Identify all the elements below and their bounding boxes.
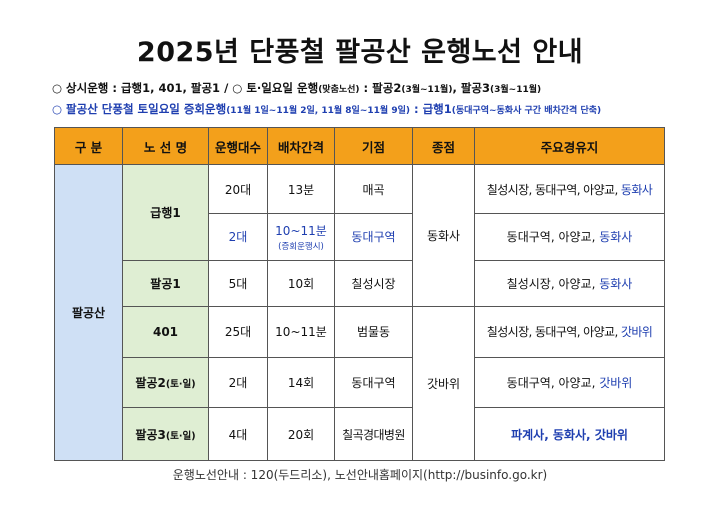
header-category: 구 분: [54, 126, 123, 166]
header-via: 주요경유지: [474, 126, 665, 166]
notice-autumn-extra-service: ○ 팔공산 단풍철 토일요일 증회운행(11월 1일~11월 2일, 11월 8…: [52, 102, 602, 116]
header-route-name: 노 선 명: [122, 126, 209, 166]
weekend-route-a-period: (3월~11월): [401, 85, 453, 95]
table-row: 팔공3(토·일) 4대 20회 칠곡경대병원 파계사, 동화사, 갓바위: [55, 407, 665, 461]
header-end: 종점: [412, 126, 475, 166]
bus-count: 25대: [208, 306, 268, 358]
bus-count: 20대: [208, 164, 268, 215]
route-name: 급행1: [122, 164, 209, 261]
via-stops: 칠성시장, 동대구역, 아양교, 갓바위: [474, 306, 665, 358]
weekend-service-note: (맞춤노선): [318, 85, 360, 95]
via-stops: 칠성시장, 아양교, 동화사: [474, 259, 665, 308]
start-stop: 동대구역: [334, 356, 413, 409]
weekend-route-b-period: (3월~11월): [490, 85, 542, 95]
start-stop: 범물동: [334, 306, 413, 358]
extra-service-dates: (11월 1일~11월 2일, 11월 8일~11월 9일): [226, 106, 410, 116]
header-bus-count: 운행대수: [208, 126, 268, 166]
via-stops: 동대구역, 아양교, 갓바위: [474, 356, 665, 409]
bus-count: 2대: [208, 356, 268, 409]
weekend-route-a: 팔공2: [372, 81, 402, 95]
table-row: 팔공1 5대 10회 칠성시장 칠성시장, 아양교, 동화사: [55, 259, 665, 308]
end-stop: 갓바위: [412, 306, 475, 461]
bus-count: 5대: [208, 259, 268, 308]
bus-count: 2대: [208, 213, 268, 261]
separator: / ○: [224, 81, 243, 95]
route-name: 팔공2(토·일): [122, 356, 209, 409]
bus-count: 4대: [208, 407, 268, 461]
table-header-row: 구 분 노 선 명 운행대수 배차간격 기점 종점 주요경유지: [54, 126, 665, 166]
notice-regular-service: ○ 상시운행 : 급행1, 401, 팔공1 / ○ 토·일요일 운행(맞춤노선…: [52, 81, 542, 95]
start-stop: 칠곡경대병원: [334, 407, 413, 461]
start-stop: 매곡: [334, 164, 413, 215]
header-start: 기점: [334, 126, 413, 166]
table-row: 2대 10~11분 (증회운행시) 동대구역 동대구역, 아양교, 동화사: [55, 213, 665, 261]
interval: 10~11분 (증회운행시): [267, 213, 335, 261]
page-title: 2025년 단풍철 팔공산 운행노선 안내: [136, 37, 584, 68]
interval: 20회: [267, 407, 335, 461]
table-row: 401 25대 10~11분 범물동 갓바위 칠성시장, 동대구역, 아양교, …: [55, 306, 665, 461]
route-name: 401: [122, 306, 209, 358]
via-stops: 파계사, 동화사, 갓바위: [474, 407, 665, 461]
start-stop: 칠성시장: [334, 259, 413, 308]
weekend-service-label: 토·일요일 운행: [246, 81, 319, 95]
weekend-route-b: 팔공3: [460, 81, 490, 95]
start-stop: 동대구역: [334, 213, 413, 261]
extra-service-detail: (동대구역~동화사 구간 배차간격 단축): [451, 106, 602, 116]
table-row: 팔공2(토·일) 2대 14회 동대구역 동대구역, 아양교, 갓바위: [55, 356, 665, 409]
header-interval: 배차간격: [267, 126, 335, 166]
regular-service-label: 상시운행 : 급행1, 401, 팔공1: [66, 81, 221, 95]
table-row: 팔공산 급행1 20대 13분 매곡 동화사 칠성시장, 동대구역, 아양교, …: [54, 164, 665, 461]
interval: 14회: [267, 356, 335, 409]
via-stops: 동대구역, 아양교, 동화사: [474, 213, 665, 261]
route-name: 팔공1: [122, 259, 209, 308]
interval: 13분: [267, 164, 335, 215]
route-name: 팔공3(토·일): [122, 407, 209, 461]
end-stop: 동화사: [412, 164, 475, 308]
region-cell: 팔공산: [54, 164, 123, 461]
extra-service-label: 팔공산 단풍철 토일요일 증회운행: [66, 102, 227, 116]
interval: 10~11분: [267, 306, 335, 358]
circle-bullet-icon: ○: [52, 102, 67, 116]
route-table: 구 분 노 선 명 운행대수 배차간격 기점 종점 주요경유지 팔공산 급행1 …: [54, 126, 665, 461]
footer-info: 운행노선안내 : 120(두드리소), 노선안내홈페이지(http://busi…: [172, 468, 548, 482]
extra-service-route: 급행1: [422, 102, 452, 116]
via-stops: 칠성시장, 동대구역, 아양교, 동화사: [474, 164, 665, 215]
circle-bullet-icon: ○: [52, 81, 67, 95]
interval: 10회: [267, 259, 335, 308]
